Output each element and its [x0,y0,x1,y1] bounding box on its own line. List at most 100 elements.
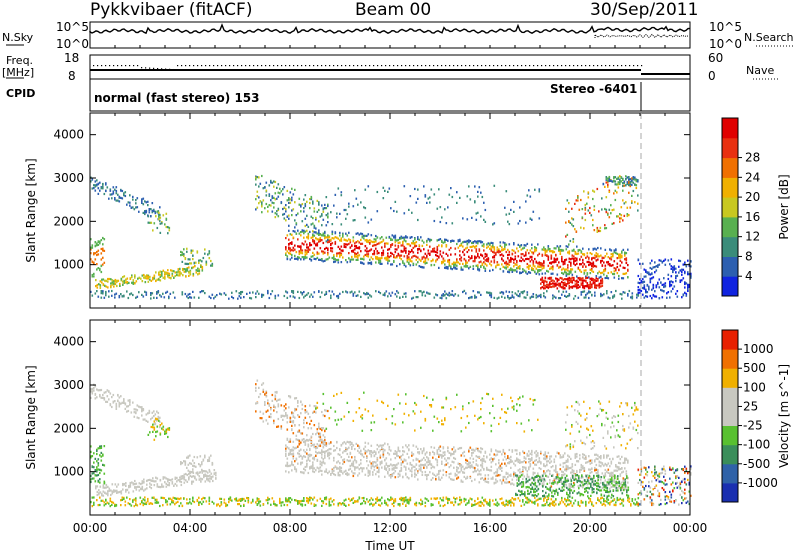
power-echo [597,278,599,282]
power-echo [513,296,515,299]
freq-right-tick-top: 60 [708,51,724,65]
velocity-echo [90,480,92,484]
power-echo [186,269,189,272]
power-echo [585,265,587,268]
power-echo [442,241,445,244]
power-echo [526,291,529,294]
power-echo [331,256,334,260]
velocity-echo [306,500,308,503]
velocity-echo [348,503,350,507]
velocity-echo [103,504,106,507]
power-echo [577,296,580,299]
velocity-echo [288,406,290,409]
power-echo [626,176,629,179]
velocity-echo [315,450,317,453]
power-echo [549,248,551,251]
power-echo [510,267,512,270]
velocity-echo [474,503,476,506]
power-echo [286,296,289,299]
power-echo [570,262,572,265]
power-echo [288,214,290,217]
power-echo [102,247,104,250]
velocity-echo [297,438,299,441]
velocity-echo [165,501,167,504]
velocity-echo [621,502,623,505]
velocity-echo [198,503,200,506]
power-echo [439,238,442,241]
power-echo [540,293,542,296]
power-echo [627,264,629,267]
power-echo [658,278,661,281]
power-echo [216,294,218,297]
velocity-echo [123,400,125,403]
power-echo [555,296,557,299]
power-echo [111,281,114,284]
velocity-echo [294,460,296,463]
power-echo [582,277,584,280]
velocity-echo [273,404,275,407]
velocity-echo [105,391,107,394]
power-echo [292,290,295,293]
power-echo [255,178,257,181]
velocity-echo [255,410,257,413]
power-echo [167,275,169,278]
velocity-echo [456,497,458,500]
velocity-echo [286,498,289,501]
velocity-echo [601,496,604,499]
power-echo [626,214,629,218]
power-echo [531,243,533,246]
power-echo [361,257,364,260]
power-echo [607,185,609,188]
power-echo [157,290,160,293]
power-echo [435,250,437,254]
power-echo [132,282,135,285]
power-echo [134,276,136,279]
velocity-echo [300,441,302,444]
power-echo [148,211,151,214]
power-echo [330,211,332,214]
velocity-echo [97,473,100,477]
velocity-echo [321,473,323,476]
power-echo [436,251,439,254]
power-echo [587,196,590,199]
power-echo [403,185,406,188]
power-echo [553,257,556,260]
power-echo [589,261,592,264]
velocity-echo [176,480,178,483]
power-echo [274,216,277,219]
power-echo [183,253,185,256]
power-echo [162,214,165,217]
power-echo [433,296,436,299]
velocity-echo [143,481,145,484]
power-echo [255,183,257,186]
power-echo [261,295,263,298]
power-echo [591,264,593,268]
power-echo [651,297,653,300]
velocity-echo [165,482,168,485]
velocity-echo [295,438,298,441]
velocity-echo [102,463,104,466]
power-echo [646,295,649,298]
power-echo [373,253,376,256]
power-echo [486,264,488,267]
power-echo [589,282,592,285]
velocity-echo [145,502,148,506]
power-echo [397,244,400,247]
velocity-echo [303,455,305,458]
velocity-echo [185,472,187,476]
power-echo [309,248,311,251]
power-echo [313,210,316,213]
velocity-echo [319,427,322,430]
power-echo [182,267,184,271]
velocity-echo [598,499,601,502]
power-echo [352,205,355,208]
nave-dot [433,65,435,67]
velocity-echo [615,501,617,504]
velocity-echo [95,487,97,490]
power-echo [468,259,470,262]
power-echo [597,272,599,275]
velocity-echo [234,498,236,501]
power-echo [576,279,578,282]
velocity-echo [171,501,173,504]
power-echo [582,279,584,282]
